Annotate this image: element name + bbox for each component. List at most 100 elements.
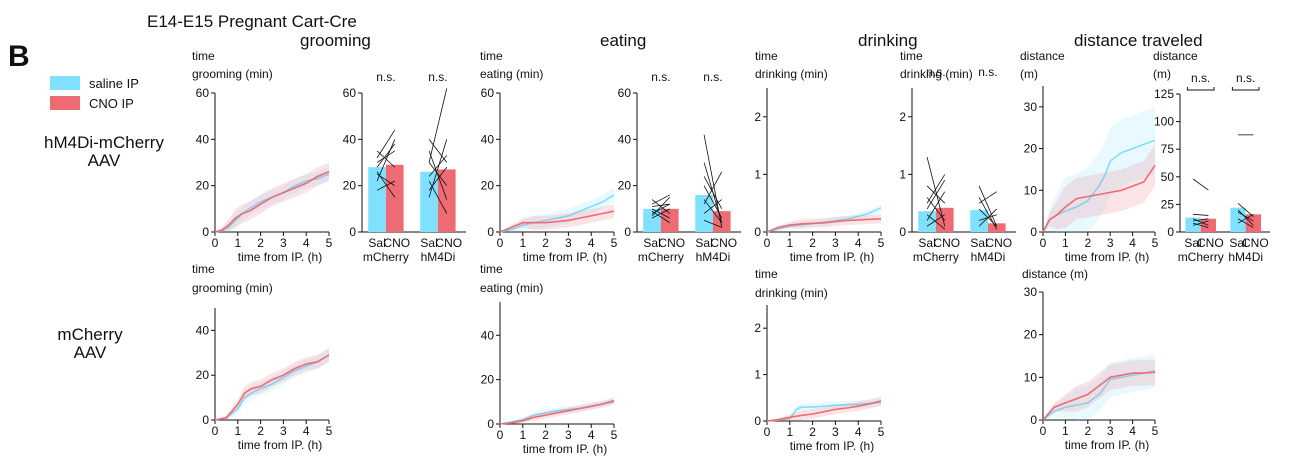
individual-line <box>376 143 396 168</box>
eating-hm4di-chart: time eating (min) 0 20 40 60 0 1 2 3 4 5 time from I… <box>480 49 618 264</box>
saline-line <box>499 194 615 233</box>
x-axis-label: time from IP. (h) <box>238 438 322 452</box>
y-tick-label: 0 <box>1030 225 1037 239</box>
legend-saline-label: saline IP <box>89 76 139 91</box>
saline-band <box>500 188 614 232</box>
y-tick-label: 20 <box>1024 328 1038 342</box>
x-tick-label: Sal <box>1184 236 1201 250</box>
column-title-grooming: grooming <box>300 31 371 50</box>
y-tick-label: 50 <box>1161 170 1175 184</box>
saline-line <box>214 354 330 421</box>
individual-line <box>1192 218 1209 222</box>
x-tick-label: 5 <box>326 424 333 438</box>
y-tick-label: 0 <box>899 225 906 239</box>
y-axis-label: distance <box>1153 49 1198 63</box>
y-axis-label: grooming (min) <box>192 67 273 81</box>
y-tick-label: 60 <box>481 86 495 100</box>
y-tick-label: 40 <box>196 323 210 337</box>
x-tick-label: 1 <box>519 428 526 442</box>
x-tick-label: 1 <box>234 236 241 250</box>
individual-line <box>1237 202 1254 217</box>
x-tick-label: 4 <box>303 424 310 438</box>
x-tick-label: 4 <box>855 236 862 250</box>
x-tick-label: CNO <box>1242 236 1269 250</box>
x-tick-label: 0 <box>1040 424 1047 438</box>
distance-hm4di-bar-chart: distance(m)0255075100125n.s.SalCNOmCherr… <box>1153 49 1270 264</box>
cno-line <box>499 210 615 233</box>
x-tick-label: 3 <box>832 425 839 439</box>
x-tick-label: 4 <box>1129 424 1136 438</box>
individual-line <box>926 157 946 227</box>
individual-line <box>428 150 448 200</box>
column-title-drinking: drinking <box>858 31 918 50</box>
y-tick-label: 0 <box>624 225 631 239</box>
y-tick-label: 20 <box>1024 142 1038 156</box>
y-tick-label: 40 <box>481 328 495 342</box>
y-tick-label: 2 <box>754 321 761 335</box>
y-tick-label: 60 <box>618 86 632 100</box>
individual-line <box>651 196 671 217</box>
column-title-eating: eating <box>600 31 646 50</box>
x-tick-label: 3 <box>565 428 572 442</box>
individual-line <box>1192 178 1209 191</box>
y-axis-label: drinking (min) <box>755 286 828 300</box>
x-tick-label: 3 <box>280 424 287 438</box>
y-tick-label: 40 <box>196 132 210 146</box>
cno-band <box>500 397 614 424</box>
y-tick-label: 75 <box>1161 142 1175 156</box>
y-axis-label: grooming (min) <box>192 281 273 295</box>
individual-line <box>703 199 723 223</box>
y-axis-label: eating (min) <box>480 281 543 295</box>
y-tick-label: 1 <box>754 368 761 382</box>
group-label: hM4Di <box>421 250 456 264</box>
group-label: hM4Di <box>1228 250 1263 264</box>
bar-cno <box>987 223 1006 232</box>
x-tick-label: 2 <box>257 236 264 250</box>
significance-label: n.s. <box>651 70 670 84</box>
x-axis-label: time from IP. (h) <box>1065 250 1149 264</box>
significance-label: n.s. <box>428 70 447 84</box>
x-tick-label: 1 <box>786 425 793 439</box>
y-tick-label: 2 <box>899 110 906 124</box>
bar-saline <box>420 171 438 232</box>
x-tick-label: 5 <box>1152 424 1159 438</box>
y-tick-label: 20 <box>196 368 210 382</box>
x-tick-label: CNO <box>383 236 410 250</box>
bar-saline <box>368 167 386 232</box>
x-axis-label: time from IP. (h) <box>790 250 874 264</box>
row-label-mcherry: mCherry AAV <box>57 325 123 362</box>
individual-line <box>926 191 946 221</box>
x-tick-label: CNO <box>933 236 960 250</box>
x-tick-label: 5 <box>878 425 885 439</box>
y-tick-label: 30 <box>1024 285 1038 299</box>
x-axis-label: time from IP. (h) <box>523 250 607 264</box>
x-tick-label: 3 <box>280 236 287 250</box>
x-tick-label: 2 <box>809 236 816 250</box>
x-tick-label: Sal <box>420 236 437 250</box>
y-tick-label: 2 <box>754 110 761 124</box>
cno-band <box>500 204 614 232</box>
individual-line <box>428 155 448 177</box>
x-tick-label: 1 <box>1062 236 1069 250</box>
individual-line <box>703 171 723 205</box>
y-tick-label: 40 <box>343 132 357 146</box>
significance-label: n.s. <box>703 70 722 84</box>
bar-cno <box>660 208 679 232</box>
y-tick-label: 125 <box>1154 87 1174 101</box>
bar-saline <box>918 211 936 232</box>
y-axis-label: distance (m) <box>1022 267 1088 281</box>
y-tick-label: 10 <box>1024 370 1038 384</box>
x-tick-label: 1 <box>519 236 526 250</box>
group-label: hM4Di <box>971 250 1006 264</box>
x-tick-label: 5 <box>878 236 885 250</box>
saline-line <box>1042 370 1156 421</box>
x-tick-label: 1 <box>234 424 241 438</box>
cno-line <box>766 218 882 233</box>
eating-mcherry-chart: time eating (min) 0 20 40 0 1 2 3 4 5 time from IP.… <box>480 262 618 456</box>
individual-line <box>703 220 722 228</box>
group-label: hM4Di <box>696 250 731 264</box>
x-tick-label: 2 <box>1084 424 1091 438</box>
